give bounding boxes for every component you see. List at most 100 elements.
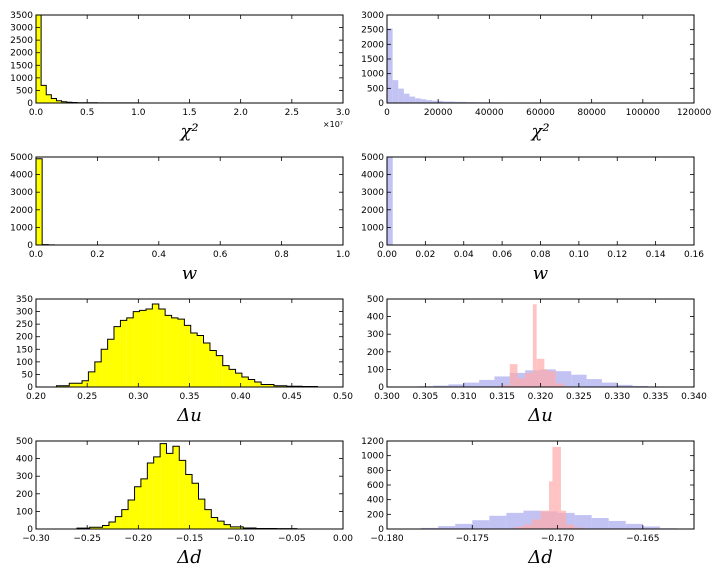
x-tick-label: 0.40 [231,392,251,402]
x-tick-label: −0.05 [278,534,306,544]
histogram-bar [489,515,507,529]
y-tick-label: 5000 [10,153,33,163]
histogram-bar [108,521,116,529]
x-tick-label: 0.25 [77,392,97,402]
y-tick-label: 0 [378,99,384,109]
chart-panel-7: −0.30 −0.25 −0.20 −0.15 −0.10 −0.05 0.00 0 100 20… [16,437,353,568]
chart-panel-2: 0 20000 40000 60000 80000 100000 120000 0 500 100… [361,11,711,142]
histogram-bar [133,311,140,387]
x-tick-label: 0 [384,108,390,118]
histogram-bar [235,373,242,387]
histogram-bar [566,524,575,529]
y-tick-label: 500 [16,86,33,96]
histogram-bar [426,100,433,103]
x-tick-label: 40000 [475,108,504,118]
histogram-bar [217,521,225,529]
histogram-bar [152,304,159,387]
histogram-bar [523,524,532,529]
y-tick-label: 1500 [10,61,33,71]
histogram-bar [432,100,438,103]
series-1 [387,157,675,245]
histogram-bar [140,478,148,529]
x-tick-label: −0.30 [22,534,50,544]
histogram-bar [102,525,109,529]
histogram-bar [517,378,526,387]
y-tick-label: 3000 [361,188,384,198]
y-tick-label: 1200 [361,437,384,447]
histogram-bar [443,101,455,103]
y-tick-label: 2000 [10,49,33,59]
x-tick-label: 0.02 [415,250,435,260]
histogram-bar [61,101,67,103]
histogram-bar [525,372,533,387]
y-tick-label: 50 [22,370,34,380]
chart-panel-4: 0.00 0.02 0.04 0.06 0.08 0.10 0.12 0.14 0.16 0 100… [361,153,704,284]
histogram-bar [586,379,602,387]
histogram-bar [387,157,393,245]
histogram-bar [211,517,218,529]
x-axis-label: Δu [176,405,202,426]
histogram-bar [261,384,274,387]
histogram-bar [273,385,287,387]
histogram-bar [179,460,186,529]
y-tick-label: 0 [27,99,33,109]
histogram-bar [415,98,421,103]
chart-panel-3: 0.0 0.2 0.4 0.6 0.8 1.0 0 1000 2000 3000 4000 5000 w [10,153,350,284]
x-axis-label: w [533,263,549,284]
histogram-bar [625,523,643,529]
y-tick-label: 1000 [10,74,33,84]
histogram-bar [608,520,626,529]
series-2 [514,446,584,529]
x-tick-label: 0.35 [179,392,199,402]
x-tick-label: 0.340 [681,392,707,402]
histogram-outline [35,14,303,104]
y-tick-label: 3000 [361,11,384,21]
histogram-bar [222,365,230,387]
y-tick-label: 3500 [10,11,33,21]
histogram-bar [126,317,134,387]
y-tick-label: 200 [16,490,33,500]
histogram-outline [76,443,298,530]
histogram-bar [46,94,52,103]
x-tick-label: 0.16 [684,250,704,260]
x-tick-label: 3.0 [336,108,351,118]
histogram-bar [532,304,537,387]
histogram-bar [502,385,510,387]
y-tick-label: 0 [378,525,384,535]
x-tick-label: −0.170 [541,534,575,544]
x-axis-label: Δd [176,547,202,568]
x-tick-label: 0.4 [152,250,167,260]
histogram-bar [56,100,62,103]
x-axis-label: χ² [529,121,549,142]
y-tick-label: 100 [16,358,33,368]
histogram-bar [506,512,524,529]
histogram-bar [591,518,609,529]
x-tick-label: 0.0 [29,250,44,260]
x-tick-label: 0.330 [604,392,630,402]
histogram-bar [409,96,416,103]
histogram-bar [420,99,427,103]
y-tick-label: 400 [367,496,384,506]
y-tick-label: 1000 [361,452,384,462]
histogram-bar [574,515,592,529]
histogram-bar [601,382,618,387]
x-tick-label: 0.20 [26,392,46,402]
y-tick-label: 3000 [10,24,33,34]
histogram-bar [209,350,217,387]
y-tick-label: 300 [16,308,33,318]
histogram-bar [101,349,108,387]
histogram-bar [115,516,122,529]
histogram-bar [392,80,399,103]
histogram-bar [160,443,167,529]
y-tick-label: 1500 [361,55,384,65]
histogram-bar [56,385,70,387]
histogram-bar [165,315,172,387]
histogram-bar [463,382,480,387]
x-tick-label: 0.305 [412,392,438,402]
histogram-bar [128,499,135,529]
x-tick-label: 0.50 [333,392,353,402]
y-tick-label: 3000 [10,188,33,198]
histogram-bar [574,527,584,529]
x-tick-label: 1.0 [336,250,351,260]
histogram-bar [617,384,633,387]
